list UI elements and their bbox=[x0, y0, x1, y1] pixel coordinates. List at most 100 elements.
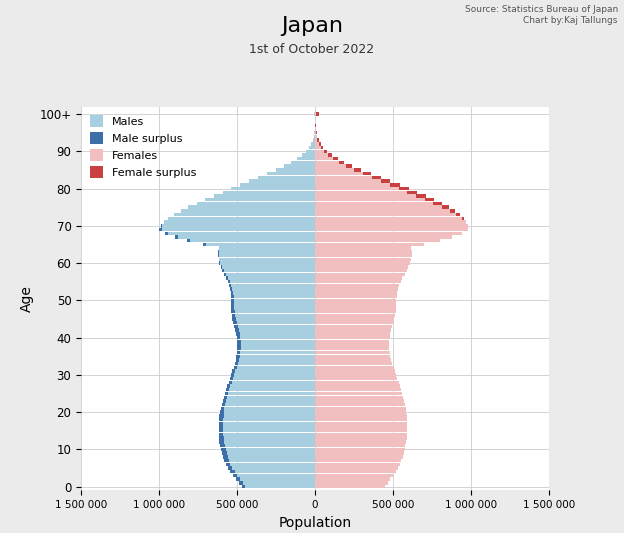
Bar bbox=[224, 410, 315, 414]
Legend: Males, Male surplus, Females, Female surplus: Males, Male surplus, Females, Female sur… bbox=[87, 112, 200, 181]
Bar bbox=[315, 328, 391, 332]
Bar bbox=[315, 257, 411, 261]
Bar bbox=[315, 455, 402, 458]
Bar bbox=[163, 220, 315, 224]
Bar bbox=[315, 180, 381, 183]
Bar bbox=[229, 459, 315, 462]
Bar bbox=[315, 154, 328, 157]
Bar bbox=[315, 340, 389, 343]
Bar bbox=[315, 135, 316, 138]
Bar bbox=[462, 216, 464, 220]
Bar bbox=[222, 403, 225, 406]
Bar bbox=[449, 209, 455, 213]
Bar bbox=[228, 392, 315, 395]
Bar bbox=[315, 343, 389, 347]
Bar bbox=[229, 388, 315, 391]
Bar bbox=[223, 269, 315, 272]
Bar bbox=[315, 276, 402, 280]
Bar bbox=[390, 183, 400, 187]
Bar bbox=[333, 157, 338, 160]
Bar bbox=[346, 165, 353, 168]
Bar bbox=[315, 459, 401, 462]
Bar bbox=[234, 306, 315, 310]
Y-axis label: Age: Age bbox=[20, 285, 34, 312]
Bar bbox=[218, 425, 223, 429]
Bar bbox=[234, 298, 315, 302]
Bar bbox=[315, 231, 462, 235]
Bar bbox=[267, 172, 315, 175]
Bar bbox=[223, 418, 315, 421]
Bar bbox=[315, 321, 393, 325]
Bar bbox=[315, 261, 410, 265]
Bar bbox=[236, 332, 240, 336]
Bar bbox=[226, 272, 315, 276]
Bar bbox=[231, 291, 233, 295]
Bar bbox=[243, 481, 315, 484]
Bar bbox=[173, 213, 315, 216]
Bar bbox=[315, 366, 394, 369]
Bar bbox=[315, 202, 433, 205]
Bar bbox=[297, 157, 315, 160]
Bar bbox=[228, 276, 315, 280]
Bar bbox=[230, 470, 235, 473]
Bar bbox=[363, 172, 371, 175]
Bar bbox=[226, 388, 229, 391]
Bar bbox=[234, 373, 315, 377]
Bar bbox=[234, 302, 315, 306]
Bar bbox=[222, 265, 315, 269]
Bar bbox=[230, 287, 232, 291]
Bar bbox=[161, 224, 162, 228]
Bar bbox=[239, 358, 315, 362]
Bar bbox=[241, 343, 315, 347]
Bar bbox=[223, 191, 315, 194]
Bar bbox=[302, 154, 315, 157]
Bar bbox=[241, 347, 315, 351]
Bar bbox=[228, 466, 232, 470]
Bar bbox=[315, 142, 319, 146]
Bar bbox=[239, 328, 315, 332]
Text: Source: Statistics Bureau of Japan
Chart by:Kaj Tallungs: Source: Statistics Bureau of Japan Chart… bbox=[464, 5, 618, 25]
Bar bbox=[233, 317, 236, 321]
Bar bbox=[315, 429, 407, 432]
Bar bbox=[231, 306, 234, 310]
Bar bbox=[241, 485, 245, 488]
Bar bbox=[315, 399, 404, 402]
Bar bbox=[237, 343, 241, 347]
Bar bbox=[232, 466, 315, 470]
Bar bbox=[315, 354, 391, 358]
Bar bbox=[315, 485, 385, 488]
Bar bbox=[315, 269, 407, 272]
Bar bbox=[315, 470, 396, 473]
Bar bbox=[232, 381, 315, 384]
Bar bbox=[315, 183, 390, 187]
Bar bbox=[190, 239, 315, 243]
Bar bbox=[237, 347, 241, 351]
Bar bbox=[162, 224, 315, 228]
Bar bbox=[314, 131, 315, 134]
Bar bbox=[315, 168, 354, 172]
Bar bbox=[237, 351, 240, 354]
Bar bbox=[315, 407, 406, 410]
Bar bbox=[315, 414, 407, 417]
Bar bbox=[165, 231, 168, 235]
Bar bbox=[328, 154, 332, 157]
Bar bbox=[223, 414, 315, 417]
Bar bbox=[315, 295, 397, 298]
Bar bbox=[224, 440, 315, 443]
Bar bbox=[442, 206, 449, 209]
Bar bbox=[315, 310, 396, 313]
Bar bbox=[240, 336, 315, 340]
Bar bbox=[315, 437, 407, 440]
Bar bbox=[228, 381, 232, 384]
X-axis label: Population: Population bbox=[278, 515, 352, 530]
Bar bbox=[315, 444, 406, 447]
Bar bbox=[315, 448, 404, 451]
Bar bbox=[311, 142, 315, 146]
Bar bbox=[227, 451, 315, 455]
Bar bbox=[315, 213, 457, 216]
Bar bbox=[315, 373, 396, 377]
Bar bbox=[315, 466, 398, 470]
Bar bbox=[221, 265, 222, 269]
Bar bbox=[291, 161, 315, 164]
Bar bbox=[315, 228, 468, 231]
